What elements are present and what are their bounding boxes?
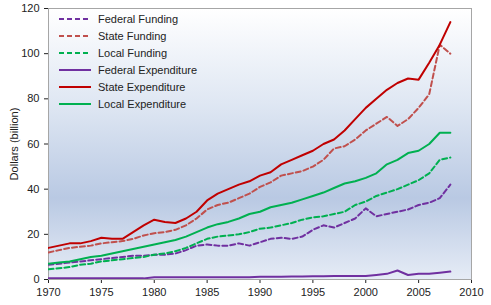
svg-text:20: 20 bbox=[27, 228, 39, 240]
html-text:Federal Funding: Federal Funding bbox=[98, 12, 179, 25]
svg-text:1985: 1985 bbox=[195, 286, 219, 298]
svg-text:1980: 1980 bbox=[142, 286, 166, 298]
html-text:State Funding: State Funding bbox=[98, 29, 167, 42]
svg-text:0: 0 bbox=[33, 273, 39, 285]
html-text:Local Funding: Local Funding bbox=[98, 46, 168, 59]
html-text:Federal Expenditure: Federal Expenditure bbox=[98, 63, 198, 76]
svg-text:1975: 1975 bbox=[89, 286, 113, 298]
html-text:State Expenditure: State Expenditure bbox=[98, 80, 186, 93]
svg-text:100: 100 bbox=[21, 47, 39, 59]
svg-text:60: 60 bbox=[27, 138, 39, 150]
html-text:Local Expenditure: Local Expenditure bbox=[98, 97, 187, 110]
svg-text:40: 40 bbox=[27, 183, 39, 195]
svg-text:2010: 2010 bbox=[459, 286, 483, 298]
svg-text:Dollars (billion): Dollars (billion) bbox=[8, 108, 20, 181]
svg-text:80: 80 bbox=[27, 92, 39, 104]
svg-text:2000: 2000 bbox=[354, 286, 378, 298]
svg-text:1995: 1995 bbox=[301, 286, 325, 298]
svg-text:2005: 2005 bbox=[406, 286, 430, 298]
svg-text:1990: 1990 bbox=[248, 286, 272, 298]
svg-text:120: 120 bbox=[21, 2, 39, 14]
svg-text:1970: 1970 bbox=[36, 286, 60, 298]
